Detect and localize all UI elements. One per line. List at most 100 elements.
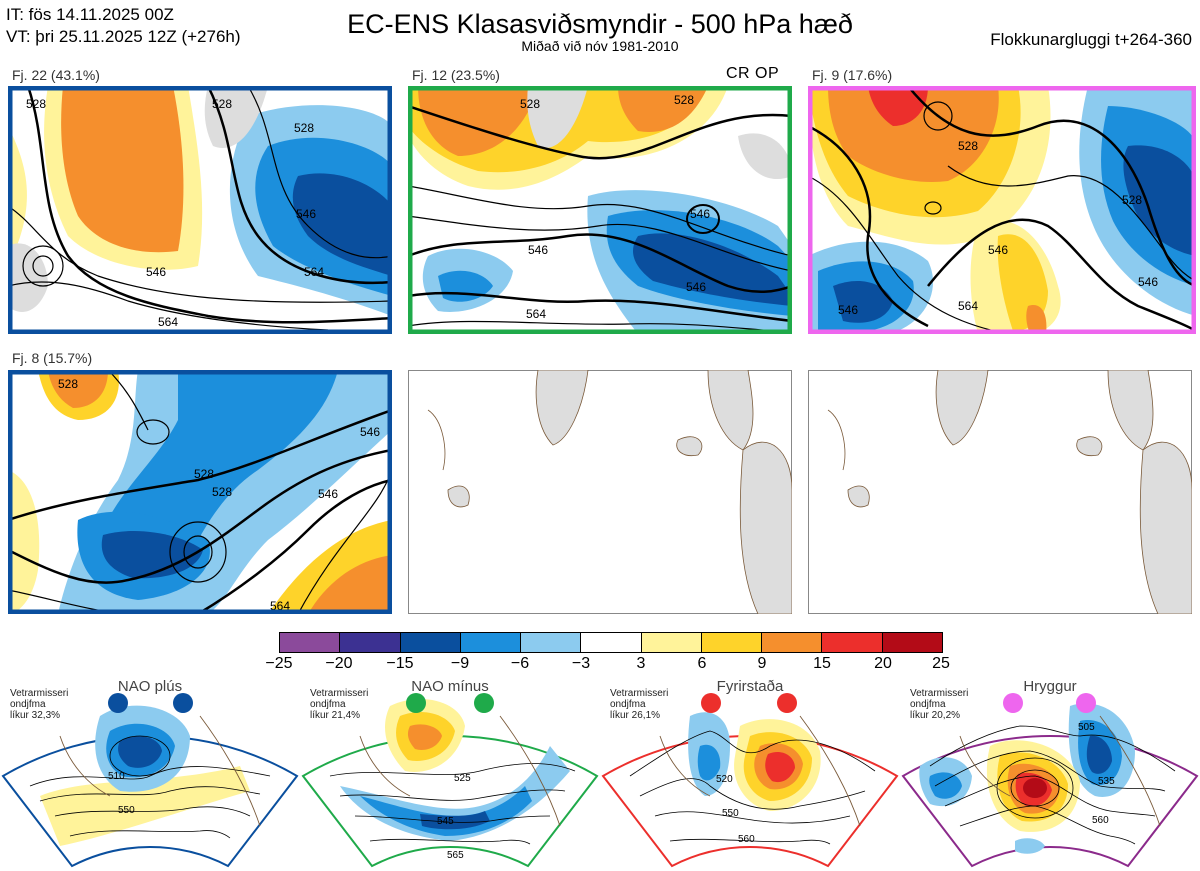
cluster-map-3[interactable]: 528 528 546 546 546 564 — [808, 86, 1196, 334]
regime-info: Vetrarmisseri ondjfma líkur 20,2% — [910, 688, 969, 721]
regime-dot-left — [108, 693, 128, 713]
cluster-frame — [8, 370, 392, 614]
cluster-frame — [408, 86, 792, 334]
colorbar-swatch — [581, 633, 642, 652]
regime-info: Vetrarmisseri ondjfma líkur 21,4% — [310, 688, 369, 721]
cluster-map-1[interactable]: 528 528 528 546 546 564 564 — [8, 86, 392, 334]
regime-blocking[interactable]: 520 550 560 Fyrirstaða Vetrarmisseri ond… — [600, 676, 900, 871]
cluster-frame — [808, 86, 1196, 334]
page-title: EC-ENS Klasasviðsmyndir - 500 hPa hæð — [347, 9, 853, 39]
contour-label: 528 — [212, 485, 232, 499]
regime-info: Vetrarmisseri ondjfma líkur 32,3% — [10, 688, 69, 721]
cluster-frame — [8, 86, 392, 334]
colorbar-tick: 15 — [813, 655, 831, 672]
cluster-label-3: Fj. 9 (17.6%) — [812, 67, 893, 83]
regime-dot-right — [777, 693, 797, 713]
regime-contour-label: 560 — [1092, 815, 1109, 826]
contour-label: 528 — [26, 97, 46, 111]
contour-label: 528 — [520, 97, 540, 111]
regime-contour-label: 550 — [722, 808, 739, 819]
contour-label: 528 — [194, 467, 214, 481]
regime-ridge[interactable]: 505 535 560 Hryggur Vetrarmisseri ondjfm… — [900, 676, 1200, 871]
contour-label: 528 — [212, 97, 232, 111]
cluster-label-4: Fj. 8 (15.7%) — [12, 350, 93, 366]
contour-label: 528 — [674, 93, 694, 107]
colorbar-tick: −6 — [510, 655, 530, 672]
colorbar-swatch — [762, 633, 823, 652]
contour-label: 528 — [58, 377, 78, 391]
colorbar-tick: 20 — [874, 655, 892, 672]
regime-dot-left — [406, 693, 426, 713]
regime-contour-label: 520 — [716, 774, 733, 785]
colorbar-swatch — [400, 633, 461, 652]
colorbar-tick: 9 — [757, 655, 767, 672]
regime-title: Fyrirstaða — [716, 678, 784, 695]
empty-map-5 — [408, 370, 792, 614]
contour-label: 546 — [686, 280, 706, 294]
contour-label: 546 — [296, 207, 316, 221]
cluster-map-4[interactable]: 528 528 528 546 546 564 — [8, 370, 392, 614]
regime-dot-left — [701, 693, 721, 713]
contour-label: 564 — [526, 307, 546, 321]
cr-op-badge: CR OP — [726, 65, 780, 82]
cluster-map-2[interactable]: 528 528 546 546 546 564 — [408, 86, 792, 334]
valid-time: VT: þri 25.11.2025 12Z (+276h) — [6, 27, 241, 46]
regime-title: Hryggur — [1023, 678, 1077, 695]
regime-contour-label: 550 — [118, 805, 135, 816]
colorbar-swatch — [521, 633, 582, 652]
regime-sector — [301, 734, 599, 868]
colorbar-tick: −25 — [265, 655, 293, 672]
colorbar-swatch — [701, 633, 763, 652]
regime-contour-label: 510 — [108, 771, 125, 782]
regime-dot-right — [474, 693, 494, 713]
contour-label: 564 — [958, 299, 978, 313]
colorbar-swatch — [641, 633, 702, 652]
regime-contour-label: 525 — [454, 773, 471, 784]
colorbar — [279, 632, 943, 653]
colorbar-tick: −9 — [450, 655, 470, 672]
cluster-label-2: Fj. 12 (23.5%) — [412, 67, 500, 83]
regime-info: Vetrarmisseri ondjfma líkur 26,1% — [610, 688, 669, 721]
regime-contour-label: 560 — [738, 834, 755, 845]
colorbar-swatch — [340, 633, 401, 652]
contour-label: 564 — [158, 315, 178, 329]
colorbar-tick: −15 — [386, 655, 414, 672]
contour-label: 546 — [528, 243, 548, 257]
regime-dot-left — [1003, 693, 1023, 713]
regime-nao-minus[interactable]: 525 545 565 NAO mínus Vetrarmisseri ondj… — [300, 676, 600, 871]
regime-contour-label: 565 — [447, 850, 464, 861]
colorbar-swatch — [460, 633, 522, 652]
contour-label: 546 — [690, 207, 710, 221]
colorbar-tick: −20 — [325, 655, 353, 672]
contour-label: 528 — [294, 121, 314, 135]
regime-title: NAO plús — [117, 678, 183, 695]
regime-title: NAO mínus — [411, 678, 489, 695]
contour-label: 546 — [318, 487, 338, 501]
colorbar-swatch — [882, 633, 942, 652]
regime-dot-right — [1076, 693, 1096, 713]
colorbar-tick: 3 — [636, 655, 646, 672]
empty-map-6 — [808, 370, 1192, 614]
colorbar-swatch — [280, 633, 341, 652]
contour-label: 546 — [1138, 275, 1158, 289]
regime-dot-right — [173, 693, 193, 713]
contour-label: 528 — [958, 139, 978, 153]
page-subtitle: Miðað við nóv 1981-2010 — [521, 38, 679, 54]
init-time: IT: fös 14.11.2025 00Z — [6, 5, 174, 24]
header-times: IT: fös 14.11.2025 00Z VT: þri 25.11.202… — [6, 4, 241, 48]
contour-label: 564 — [304, 265, 324, 279]
contour-label: 546 — [838, 303, 858, 317]
contour-label: 546 — [988, 243, 1008, 257]
contour-label: 546 — [146, 265, 166, 279]
colorbar-tick: −3 — [571, 655, 591, 672]
contour-label: 528 — [1122, 193, 1142, 207]
colorbar-tick: 25 — [932, 655, 950, 672]
contour-label: 546 — [360, 425, 380, 439]
regime-nao-plus[interactable]: 510 550 NAO plús Vetrarmisseri ondjfma l… — [0, 676, 300, 871]
cluster-label-1: Fj. 22 (43.1%) — [12, 67, 100, 83]
colorbar-swatch — [822, 633, 883, 652]
regime-contour-label: 545 — [437, 816, 454, 827]
regime-contour-label: 535 — [1098, 776, 1115, 787]
colorbar-tick: 6 — [697, 655, 707, 672]
regime-contour-label: 505 — [1078, 722, 1095, 733]
